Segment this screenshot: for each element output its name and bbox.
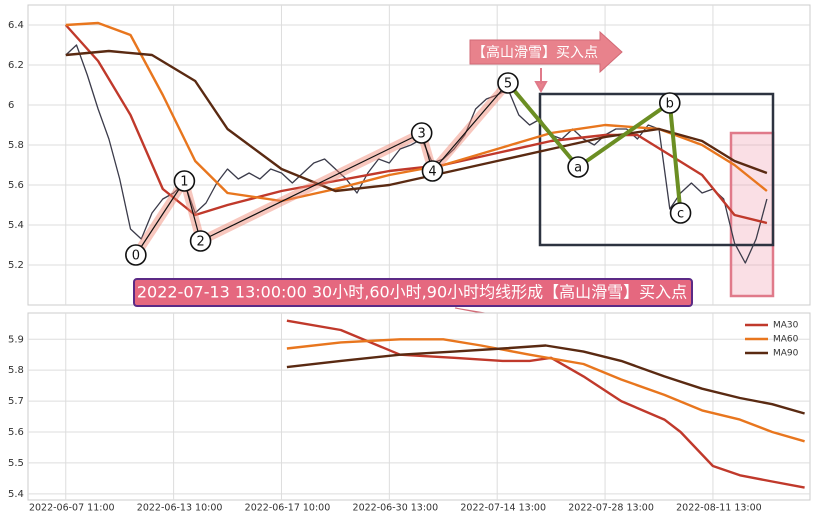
plot-area — [27, 312, 811, 501]
wave-point-label: 5 — [504, 77, 512, 92]
wave-point — [125, 244, 147, 266]
y-tick-label: 6 — [8, 100, 14, 111]
legend-label: MA60 — [773, 335, 799, 345]
banner-text: 【高山滑雪】买入点 — [472, 44, 598, 61]
y-tick-label: 5.7 — [8, 396, 24, 407]
x-tick-label: 2022-06-13 10:00 — [137, 503, 223, 514]
x-tick-label: 2022-06-17 10:00 — [245, 503, 331, 514]
x-tick-label: 2022-07-14 13:00 — [460, 503, 546, 514]
series-line — [65, 49, 768, 193]
wave-point-label: 1 — [180, 175, 188, 190]
y-tick-label: 5.8 — [8, 365, 24, 376]
wave-point — [497, 72, 519, 94]
abc-line — [505, 81, 683, 215]
series-line — [286, 319, 805, 489]
wave-point-label: 2 — [196, 235, 204, 250]
wave-point — [669, 202, 692, 224]
y-tick-label: 6.4 — [8, 20, 24, 31]
signal-text: 2022-07-13 13:00:00 30小时,60小时,90小时均线形成【高… — [137, 283, 687, 302]
x-tick-label: 2022-06-07 11:00 — [29, 503, 115, 514]
y-tick-label: 6.2 — [8, 60, 24, 71]
legend-label: MA30 — [773, 321, 799, 331]
x-tick-label: 2022-08-11 13:00 — [676, 503, 762, 514]
wave-point — [421, 160, 444, 182]
banner-shape — [469, 30, 623, 74]
y-tick-label: 5.4 — [8, 220, 24, 231]
legend-label: MA90 — [773, 349, 799, 359]
wave-point-label: 3 — [418, 127, 426, 142]
y-tick-label: 5.4 — [8, 489, 24, 500]
series-line — [286, 338, 805, 443]
wave-point — [410, 122, 433, 144]
banner-arrow — [534, 68, 548, 94]
y-tick-label: 5.2 — [8, 260, 24, 271]
x-tick-label: 2022-06-30 13:00 — [353, 503, 439, 514]
wave-point-label: b — [666, 97, 674, 112]
y-tick-label: 5.5 — [8, 458, 24, 469]
wave-line — [135, 82, 509, 256]
y-tick-label: 5.6 — [8, 427, 24, 438]
y-tick-label: 5.6 — [8, 180, 24, 191]
plot-area — [27, 4, 811, 306]
wave-point — [173, 170, 196, 192]
wave-point — [189, 230, 212, 252]
wave-point-label: a — [574, 161, 582, 176]
series-line — [286, 344, 805, 415]
x-tick-label: 2022-07-28 13:00 — [568, 503, 654, 514]
wave-point — [658, 92, 681, 114]
wave-point — [567, 156, 589, 178]
wave-point-label: c — [677, 207, 684, 222]
pattern-box — [538, 92, 775, 247]
signal-box — [133, 278, 693, 307]
wave-point-label: 4 — [428, 165, 436, 180]
wave-point-label: 0 — [132, 249, 140, 264]
y-tick-label: 5.8 — [8, 140, 24, 151]
y-tick-label: 5.9 — [8, 334, 24, 345]
